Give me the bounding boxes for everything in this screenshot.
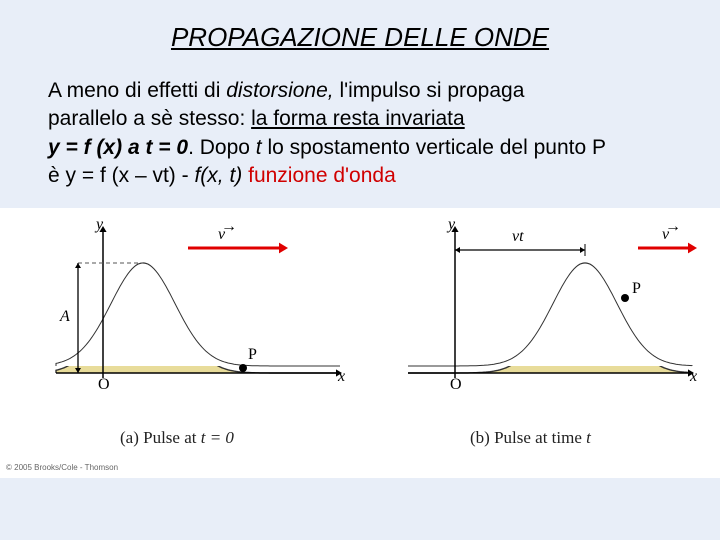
point-p-label: P: [248, 346, 257, 364]
page-title: PROPAGAZIONE DELLE ONDE: [0, 0, 720, 53]
x-axis-label: x: [690, 368, 697, 386]
vt-label: vt: [512, 228, 524, 246]
origin-label: O: [98, 376, 110, 394]
text-frag-red: funzione d'onda: [242, 164, 395, 187]
figure-b: y x O vt P → v: [400, 218, 700, 418]
description-text: A meno di effetti di distorsione, l'impu…: [0, 53, 720, 200]
text-frag-italic: f(x, t): [194, 164, 242, 187]
amplitude-label: A: [60, 308, 70, 326]
velocity-label: → v: [218, 226, 225, 244]
figure-a: y x O A P → v: [48, 218, 348, 418]
x-axis-label: x: [338, 368, 345, 386]
text-frag-underline: la forma resta invariata: [251, 107, 465, 130]
caption-b: (b) Pulse at time t: [470, 428, 591, 448]
text-frag-italic: distorsione,: [226, 79, 333, 102]
origin-label: O: [450, 376, 462, 394]
text-frag: A meno di effetti di: [48, 79, 226, 102]
figure-b-svg: [400, 218, 700, 418]
text-frag: è y = f (x – vt) -: [48, 164, 194, 187]
figures-panel: y x O A P → v y x O vt P → v (a) Pulse a…: [0, 208, 720, 478]
text-frag: . Dopo: [188, 136, 256, 159]
y-axis-label: y: [448, 216, 455, 234]
text-frag: lo spostamento verticale del punto P: [262, 136, 606, 159]
velocity-label: → v: [662, 226, 669, 244]
text-frag-bold: y = f (x) a t = 0: [48, 136, 188, 159]
y-axis-label: y: [96, 216, 103, 234]
text-frag: parallelo a sè stesso:: [48, 107, 251, 130]
figure-a-svg: [48, 218, 348, 418]
caption-a: (a) Pulse at t = 0: [120, 428, 234, 448]
text-frag: l'impulso si propaga: [334, 79, 525, 102]
point-p-label: P: [632, 280, 641, 298]
copyright-text: © 2005 Brooks/Cole - Thomson: [6, 463, 118, 472]
